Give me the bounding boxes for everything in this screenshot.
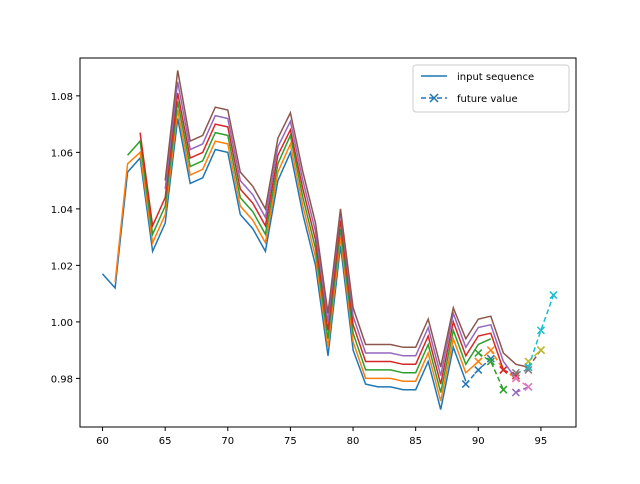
y-axis: 0.98 1.00 1.02 1.04 1.06 1.08 <box>51 92 80 385</box>
y-tick-label: 0.98 <box>51 374 73 385</box>
legend-box <box>412 64 570 113</box>
legend: input sequence future value <box>412 64 570 113</box>
future-value-marker <box>511 368 520 377</box>
future-value-marker <box>536 326 545 335</box>
series-layer <box>101 70 558 410</box>
future-value-marker <box>536 346 545 355</box>
future-value-marker <box>486 354 495 363</box>
input-sequence-line-1 <box>114 109 479 402</box>
x-axis: 60 65 70 75 80 85 90 95 <box>96 427 547 447</box>
future-value-marker <box>524 382 533 391</box>
x-tick-label: 85 <box>409 436 422 447</box>
future-value-line-1 <box>477 348 517 380</box>
y-tick-label: 1.06 <box>51 148 73 159</box>
x-tick-label: 80 <box>347 436 360 447</box>
future-value-line-2 <box>477 352 505 391</box>
future-value-marker <box>511 388 520 397</box>
x-tick-label: 90 <box>472 436 485 447</box>
x-tick-label: 75 <box>284 436 297 447</box>
x-tick-label: 70 <box>221 436 234 447</box>
future-value-marker <box>511 371 520 380</box>
input-sequence-line-2 <box>127 101 492 393</box>
x-tick-label: 95 <box>535 436 548 447</box>
legend-future-label: future value <box>457 94 518 105</box>
x-tick-label: 65 <box>159 436 172 447</box>
y-tick-label: 1.08 <box>51 92 73 103</box>
future-value-line-9 <box>527 294 555 368</box>
future-value-marker <box>524 363 533 372</box>
input-sequence-line-0 <box>101 118 467 410</box>
y-tick-label: 1.00 <box>51 318 73 329</box>
future-value-marker <box>486 346 495 355</box>
y-tick-label: 1.04 <box>51 205 73 216</box>
input-sequence-line-5 <box>164 70 529 368</box>
legend-input-label: input sequence <box>457 72 534 83</box>
plot-frame <box>79 57 577 428</box>
future-value-marker <box>524 365 533 374</box>
future-value-marker <box>474 365 483 374</box>
future-value-line-4 <box>515 386 529 394</box>
future-value-marker <box>486 357 495 366</box>
input-sequence-line-3 <box>139 92 505 385</box>
y-tick-label: 1.02 <box>51 261 73 272</box>
future-value-marker <box>474 348 483 358</box>
future-value-marker <box>474 357 483 366</box>
legend-future-marker <box>429 93 439 103</box>
future-value-marker <box>549 291 558 300</box>
x-tick-label: 60 <box>96 436 109 447</box>
future-value-marker <box>499 385 508 394</box>
future-value-line-7 <box>515 369 529 374</box>
future-value-marker <box>461 380 470 389</box>
future-value-marker <box>499 365 508 374</box>
